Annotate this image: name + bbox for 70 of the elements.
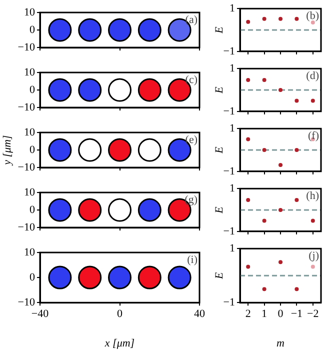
y-tick-label: 10 [24,186,36,198]
y-tick-label: −1 [223,165,235,178]
x-axis-title: x [μm] [104,337,135,350]
y-tick-label: 1 [230,122,235,134]
y-tick-label: −1 [223,296,235,308]
x-tick-label: 2 [245,308,251,320]
point [294,198,299,202]
y-axis-title: E [213,206,226,214]
x-tick-label: 0 [117,308,123,320]
y-tick-label: 0 [30,204,36,216]
point [294,287,299,292]
annotation: (h) [306,190,320,202]
annotation: (g) [184,194,198,206]
x-tick-label: −2 [307,308,319,320]
y-tick-label: −1 [223,225,235,238]
annotation: (i) [187,254,198,266]
y-tick-label: −10 [18,101,36,114]
y-tick-label: −1 [223,45,235,58]
y-tick-label: 1 [230,62,235,74]
point [246,198,250,202]
point [278,260,282,264]
y-axis-title: E [213,26,226,34]
x-tick-label: −40 [31,308,50,320]
y-axis-title: E [213,146,226,154]
point [310,264,315,269]
point [262,287,266,292]
point [246,137,250,142]
y-tick-label: −10 [18,221,36,234]
point [278,162,282,167]
x-tick-label: 40 [194,308,206,320]
annotation: (a) [185,14,198,26]
annotation: (j) [308,250,320,262]
y-tick-label: −10 [18,296,36,308]
x-tick-label: 1 [262,308,268,320]
y-tick-label: 1 [230,242,235,254]
point [246,78,250,82]
y-tick-label: 1 [230,182,235,194]
point [246,264,250,269]
point [278,88,282,92]
point [310,218,315,223]
annotation: (b) [306,10,320,22]
x-tick-label: −1 [290,308,303,320]
y-axis-title: E [213,86,226,94]
point [278,208,282,212]
y-tick-label: 1 [230,2,235,14]
x-tick-label: 0 [278,308,284,320]
y-tick-label: 10 [24,126,36,138]
point [262,218,266,223]
y-axis-title: E [213,272,226,280]
annotation: (c) [185,74,198,86]
y-tick-label: 10 [24,6,36,18]
x-axis-title: m [276,337,285,350]
annotation: (e) [185,134,198,146]
y-tick-label: 0 [30,271,36,284]
point [294,98,299,103]
y-tick-label: 10 [24,246,36,258]
point [310,98,315,103]
point [294,148,299,152]
y-tick-label: −10 [18,161,36,174]
annotation: (f) [308,130,320,142]
y-tick-label: 0 [30,24,36,36]
annotation: (d) [306,70,320,82]
y-tick-label: 10 [24,66,36,78]
y-axis-title: y [μm] [1,135,14,166]
y-tick-label: −10 [18,41,36,54]
y-tick-label: 0 [30,84,36,96]
point [262,78,266,82]
point [262,148,266,152]
y-tick-label: −1 [223,105,235,118]
y-tick-label: 0 [30,144,36,156]
